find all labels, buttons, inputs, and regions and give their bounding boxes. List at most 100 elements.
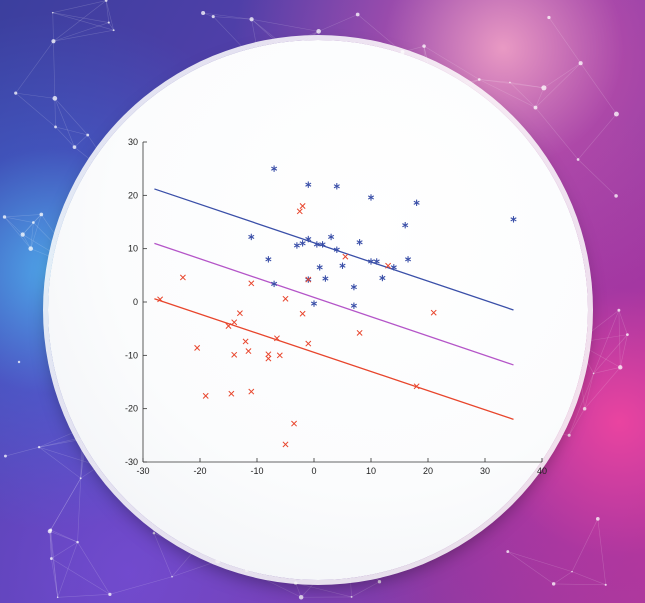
network-link — [402, 45, 425, 53]
network-node — [107, 21, 110, 24]
cross-point — [265, 355, 272, 362]
cross-point — [194, 344, 201, 351]
network-link — [15, 92, 55, 99]
cross-point — [342, 253, 349, 260]
asterisk-point — [319, 241, 326, 248]
network-link — [548, 17, 581, 64]
network-link — [553, 571, 573, 585]
network-node — [47, 529, 52, 534]
network-link — [213, 16, 252, 20]
network-link — [246, 570, 302, 598]
network-link — [50, 529, 58, 598]
x-tick-label: -10 — [250, 466, 263, 476]
network-link — [357, 14, 403, 53]
network-link — [30, 214, 42, 249]
network-link — [619, 334, 628, 368]
asterisk-point — [313, 241, 320, 248]
network-link — [580, 63, 617, 115]
network-node — [293, 581, 298, 585]
network-node — [355, 12, 360, 17]
network-node — [595, 516, 600, 521]
network-node — [618, 365, 623, 370]
network-node — [171, 575, 173, 578]
network-link — [54, 98, 75, 148]
network-node — [298, 594, 304, 600]
x-tick-label: 20 — [423, 466, 433, 476]
cross-point — [242, 338, 249, 345]
network-link — [509, 82, 536, 108]
network-link — [49, 531, 58, 598]
asterisk-point — [305, 235, 312, 243]
network-node — [112, 29, 115, 32]
markers — [157, 165, 517, 448]
network-link — [51, 541, 78, 559]
cross-point — [157, 296, 164, 303]
network-link — [53, 0, 107, 42]
network-node — [582, 407, 587, 411]
network-link — [535, 87, 545, 108]
x-tick-label: 40 — [537, 466, 547, 476]
network-node — [509, 81, 511, 84]
cross-point — [245, 348, 252, 355]
cross-point — [248, 280, 255, 287]
fit-line-2 — [154, 242, 514, 366]
cross-point — [305, 276, 312, 283]
y-tick-label: 30 — [128, 137, 138, 147]
network-node — [20, 232, 25, 237]
network-link — [105, 0, 110, 23]
y-tick-label: 20 — [128, 190, 138, 200]
network-node — [592, 372, 595, 375]
y-tick-label: 0 — [133, 297, 138, 307]
network-link — [507, 551, 573, 572]
network-link — [4, 214, 42, 218]
network-link — [77, 478, 81, 543]
network-node — [211, 15, 215, 19]
network-link — [74, 134, 88, 148]
network-link — [51, 558, 58, 598]
asterisk-point — [333, 183, 340, 190]
network-node — [626, 333, 629, 337]
network-node — [377, 580, 382, 584]
asterisk-point — [390, 264, 397, 271]
network-link — [50, 529, 52, 559]
network-node — [76, 540, 79, 544]
network-link — [584, 367, 621, 409]
y-tick-label: -10 — [125, 350, 138, 360]
cross-point — [273, 335, 280, 342]
network-link — [479, 79, 544, 89]
network-link — [80, 439, 83, 479]
asterisk-point — [299, 240, 306, 247]
axes: -30 -20 -10 0 10 20 30 40 30 20 10 0 -10 -20 -30 — [125, 137, 547, 476]
network-node — [547, 15, 551, 20]
network-link — [39, 436, 87, 448]
asterisk-point — [350, 283, 357, 291]
fit-line-1 — [154, 188, 514, 311]
network-link — [52, 12, 109, 23]
network-node — [56, 596, 59, 599]
x-tick-label: -30 — [136, 466, 149, 476]
network-link — [4, 216, 34, 223]
cross-point — [282, 441, 289, 448]
network-node — [51, 11, 54, 14]
network-link — [105, 0, 114, 31]
cross-point — [225, 323, 232, 329]
network-link — [51, 558, 111, 595]
network-node — [533, 105, 538, 110]
x-tick-label: 30 — [480, 466, 490, 476]
network-link — [52, 12, 114, 31]
network-link — [109, 576, 173, 595]
cross-point — [236, 310, 243, 317]
network-node — [37, 445, 41, 449]
network-link — [22, 222, 34, 235]
asterisk-point — [339, 262, 346, 269]
asterisk-point — [265, 256, 272, 263]
cross-point — [291, 420, 298, 427]
network-link — [577, 113, 617, 160]
network-link — [543, 62, 581, 89]
cross-point — [385, 262, 392, 269]
network-node — [578, 61, 583, 66]
network-link — [568, 373, 594, 436]
cross-point — [296, 208, 303, 215]
network-node — [3, 454, 7, 458]
